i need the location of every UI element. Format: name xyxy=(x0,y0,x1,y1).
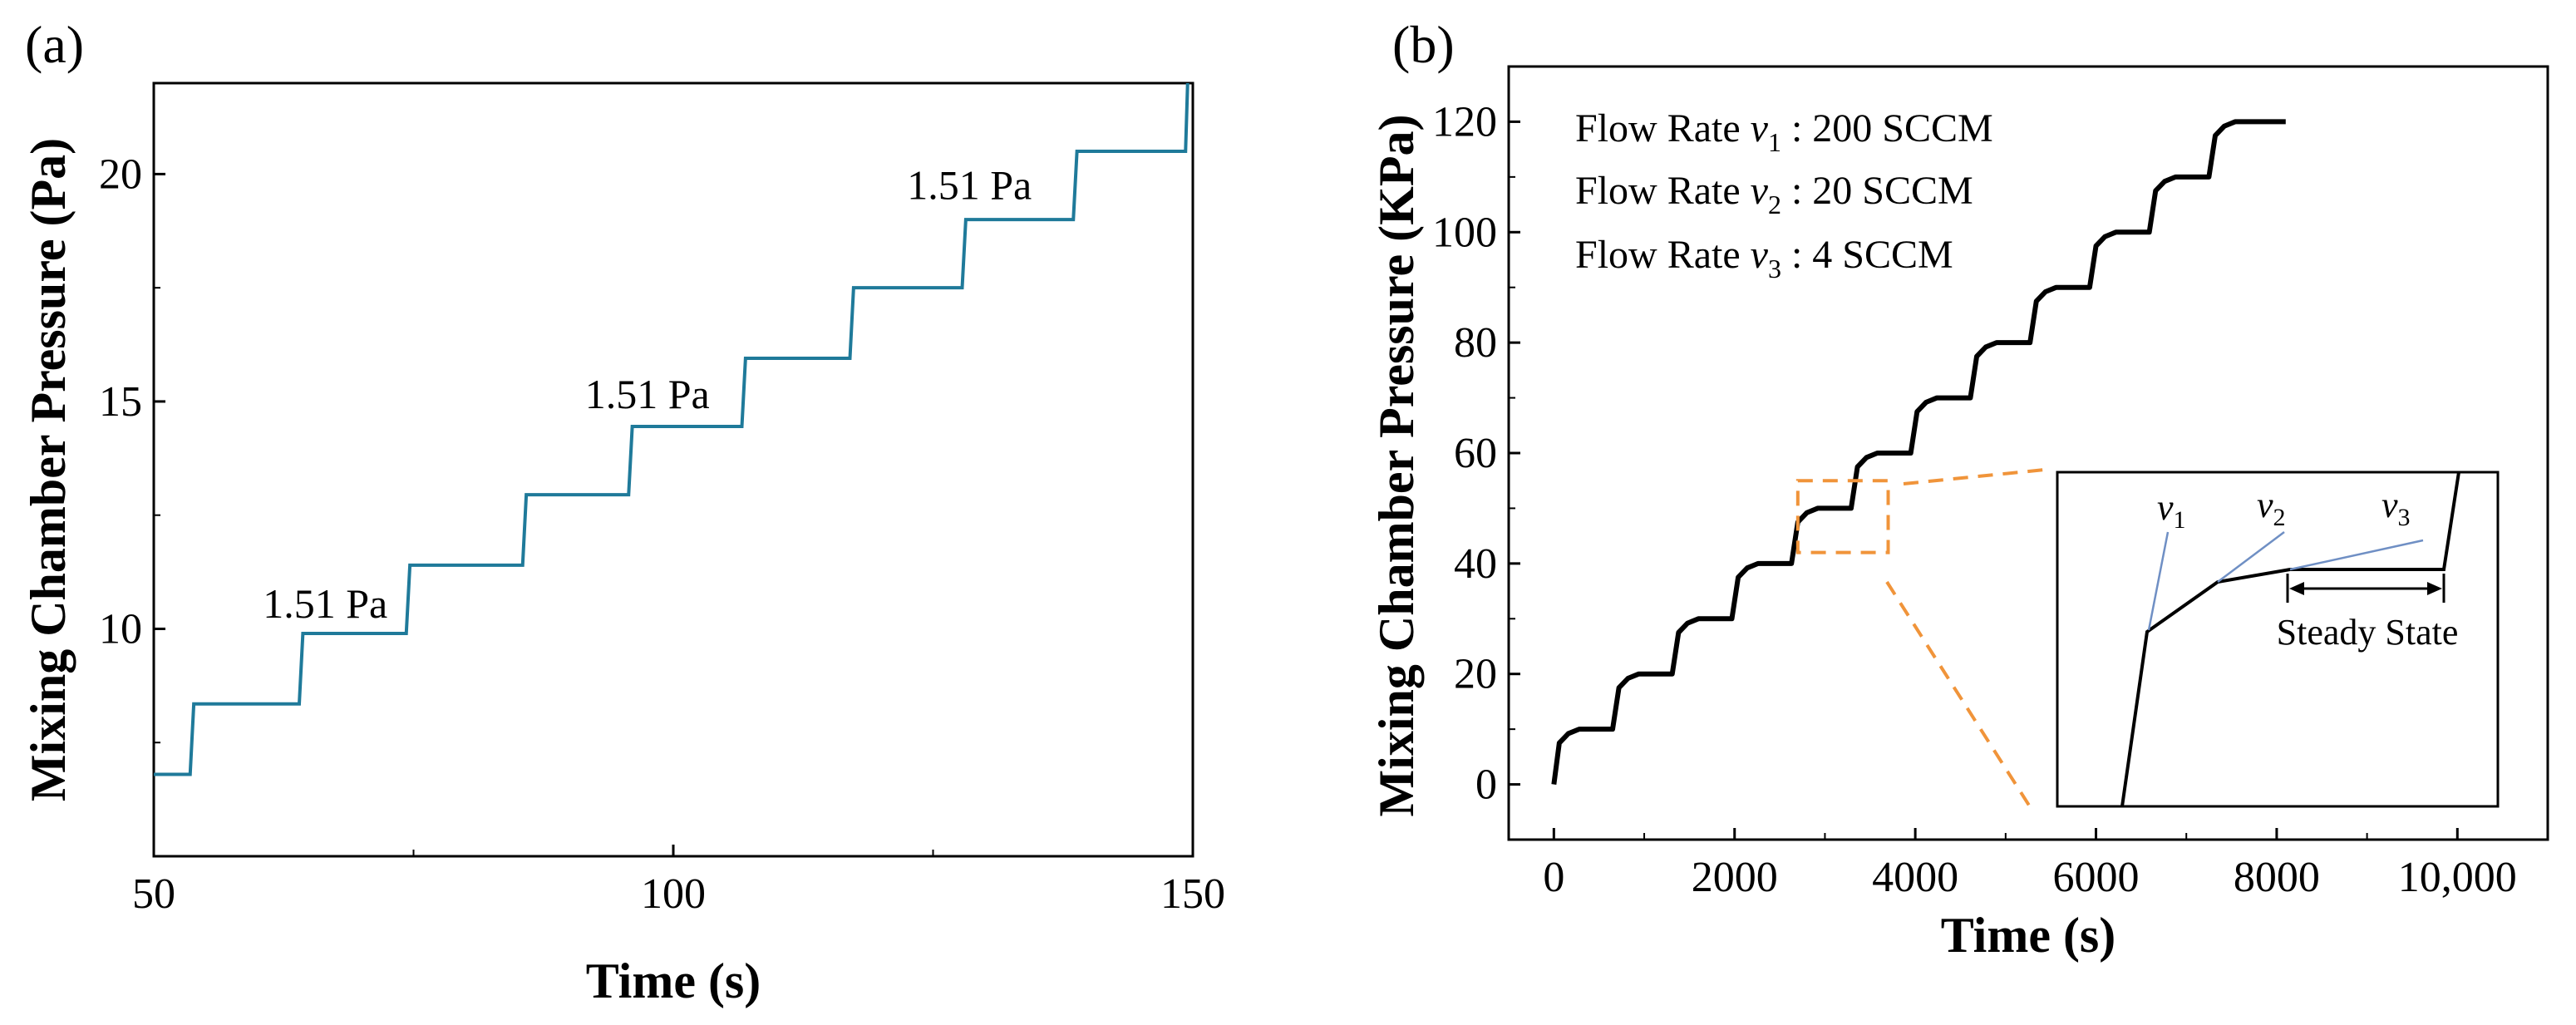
legend-entry-v2: Flow Rate v2 : 20 SCCM xyxy=(1575,169,1973,219)
panel-b-x-tick-label: 0 xyxy=(1543,854,1564,901)
inset-curve xyxy=(2120,471,2460,807)
panel-b-x-tick-label: 4000 xyxy=(1872,854,1958,901)
panel-b: (b) 0 2000 4000 6000 8000 10,000 0 20 40 60 80 100… xyxy=(1369,15,2549,963)
inset-plot: v1 v2 v3 Steady State xyxy=(2056,471,2500,808)
panel-a-y-tick-label: 10 xyxy=(99,605,142,653)
inset-label-v3: v3 xyxy=(2381,485,2411,531)
panel-a-y-tick-label: 20 xyxy=(99,150,142,198)
panel-a-x-tick-label: 150 xyxy=(1160,870,1225,918)
steady-state-label: Steady State xyxy=(2277,612,2459,653)
panel-a-annotations: 1.51 Pa 1.51 Pa 1.51 Pa xyxy=(263,162,1032,627)
panel-b-x-tick-label: 10,000 xyxy=(2398,854,2517,901)
zoom-connector-bottom xyxy=(1885,580,2034,812)
panel-b-y-ticks: 0 20 40 60 80 100 120 xyxy=(1432,98,1520,809)
panel-a-series-line xyxy=(154,82,1189,776)
zoom-region-box xyxy=(1795,479,1890,554)
panel-b-y-tick-label: 100 xyxy=(1432,209,1497,256)
inset-guide-v3 xyxy=(2289,539,2424,571)
inset-guide-v2 xyxy=(2217,531,2285,583)
inset-label-v2: v2 xyxy=(2257,485,2286,531)
panel-b-x-axis-title: Time (s) xyxy=(1941,908,2116,963)
panel-a-x-tick-label: 50 xyxy=(132,870,175,918)
steady-state-bracket xyxy=(2286,574,2445,603)
panel-b-y-tick-label: 0 xyxy=(1475,761,1497,809)
panel-b-label: (b) xyxy=(1392,15,1455,74)
panel-b-y-tick-label: 60 xyxy=(1454,430,1497,477)
panel-b-series-line xyxy=(1551,119,2286,785)
panel-a-y-tick-label: 15 xyxy=(99,378,142,426)
panel-b-x-tick-label: 8000 xyxy=(2234,854,2320,901)
panel-a-y-ticks: 10 15 20 xyxy=(99,150,165,744)
panel-b-y-tick-label: 120 xyxy=(1432,98,1497,145)
panel-a-frame xyxy=(152,81,1194,858)
panel-a-step-annotation: 1.51 Pa xyxy=(263,580,387,627)
inset-label-v1: v1 xyxy=(2157,487,2186,534)
legend-entry-v3: Flow Rate v3 : 4 SCCM xyxy=(1575,233,1953,283)
inset-guide-v1 xyxy=(2147,531,2170,631)
legend-entry-v1: Flow Rate v1 : 200 SCCM xyxy=(1575,106,1993,157)
zoom-connector-top xyxy=(1903,468,2046,485)
panel-b-x-ticks: 0 2000 4000 6000 8000 10,000 xyxy=(1543,828,2517,901)
panel-a-x-axis-title: Time (s) xyxy=(586,954,761,1008)
panel-a-x-tick-label: 100 xyxy=(641,870,706,918)
panel-a-x-ticks: 50 100 150 xyxy=(132,845,1225,918)
panel-b-y-tick-label: 20 xyxy=(1454,651,1497,698)
panel-b-y-tick-label: 80 xyxy=(1454,319,1497,367)
panel-b-y-tick-label: 40 xyxy=(1454,540,1497,588)
panel-a-y-axis-title: Mixing Chamber Pressure (Pa) xyxy=(21,138,76,801)
panel-a-step-annotation: 1.51 Pa xyxy=(585,371,710,417)
panel-b-legend: Flow Rate v1 : 200 SCCM Flow Rate v2 : 2… xyxy=(1575,106,1993,283)
panel-b-x-tick-label: 6000 xyxy=(2053,854,2140,901)
panel-b-y-axis-title: Mixing Chamber Pressure (KPa) xyxy=(1369,115,1424,817)
panel-a-step-annotation: 1.51 Pa xyxy=(907,162,1032,209)
panel-a-label: (a) xyxy=(25,15,84,74)
panel-b-x-tick-label: 2000 xyxy=(1692,854,1778,901)
